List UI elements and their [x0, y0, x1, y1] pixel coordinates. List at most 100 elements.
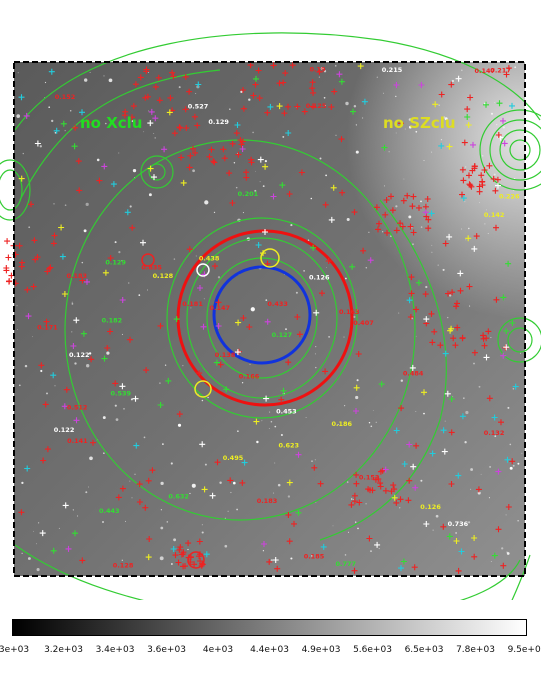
- galaxy-marker: [50, 547, 57, 554]
- colorbar-tick: 4.4e+03: [250, 645, 289, 655]
- star: [86, 364, 90, 368]
- star: [17, 329, 18, 331]
- star: [356, 379, 359, 382]
- galaxy-marker: [129, 114, 135, 121]
- galaxy-marker: [406, 297, 413, 304]
- star: [444, 117, 448, 121]
- star: [160, 481, 164, 486]
- redshift-label: 0.185: [304, 552, 325, 560]
- star: [370, 550, 372, 552]
- star: [274, 425, 277, 428]
- galaxy-marker: [206, 153, 213, 160]
- redshift-label: 0.125: [306, 102, 327, 110]
- galaxy-marker: [28, 201, 34, 208]
- galaxy-marker: [157, 322, 164, 329]
- galaxy-marker: [264, 260, 271, 267]
- redshift-label: 0.217: [490, 67, 511, 75]
- star: [506, 551, 508, 553]
- redshift-label: 0.138: [215, 351, 236, 359]
- galaxy-marker: [466, 283, 473, 290]
- galaxy-marker: [459, 334, 466, 341]
- galaxy-marker: [382, 466, 389, 473]
- galaxy-marker: [509, 102, 515, 109]
- star: [493, 173, 496, 176]
- galaxy-marker: [237, 137, 244, 143]
- galaxy-marker: [361, 98, 368, 105]
- galaxy-marker: [112, 380, 119, 387]
- galaxy-marker: [44, 268, 51, 275]
- star: [464, 441, 467, 444]
- galaxy-marker: [495, 182, 501, 189]
- star: [131, 497, 133, 499]
- galaxy-marker: [186, 246, 193, 253]
- galaxy-marker: [285, 130, 292, 136]
- contour-left-2: [0, 169, 23, 211]
- redshift-labels: 0.217 0.126 0.142 0.147 0.201 0.166 0.152 0.215…: [37, 66, 520, 570]
- star: [265, 299, 268, 301]
- galaxy-marker: [183, 125, 190, 131]
- star: [121, 333, 123, 335]
- galaxy-marker: [393, 82, 400, 88]
- star: [468, 227, 470, 230]
- star: [355, 521, 357, 523]
- galaxy-marker: [274, 565, 281, 572]
- galaxy-marker: [119, 297, 126, 303]
- galaxy-marker: [431, 328, 438, 335]
- star: [27, 557, 31, 560]
- no-szclu-label: no SZclu: [383, 114, 456, 132]
- galaxy-marker: [192, 149, 199, 156]
- galaxy-marker: [107, 255, 114, 261]
- contour-right-low-2: [507, 327, 533, 353]
- galaxy-marker: [42, 401, 49, 408]
- star: [326, 267, 327, 268]
- galaxy-marker: [428, 310, 435, 317]
- star: [494, 102, 496, 103]
- galaxy-marker: [182, 73, 189, 80]
- star: [479, 202, 480, 204]
- redshift-label: 0.443: [99, 507, 120, 515]
- galaxy-marker: [389, 207, 396, 214]
- galaxy-marker: [272, 557, 279, 563]
- redshift-label: 0.127: [272, 331, 293, 339]
- galaxy-marker: [24, 465, 31, 472]
- star: [182, 365, 184, 367]
- galaxy-marker: [503, 71, 510, 78]
- galaxy-marker: [465, 235, 472, 242]
- star: [410, 317, 414, 320]
- star: [365, 503, 367, 505]
- galaxy-marker: [40, 457, 47, 464]
- star: [54, 131, 57, 134]
- galaxy-marker: [353, 408, 359, 414]
- star: [461, 228, 462, 230]
- galaxy-marker: [172, 552, 179, 559]
- star: [506, 552, 510, 555]
- galaxy-marker: [200, 323, 207, 330]
- star: [345, 101, 349, 106]
- galaxy-marker: [356, 499, 363, 506]
- galaxy-marker: [88, 356, 95, 363]
- galaxy-marker: [143, 66, 150, 73]
- galaxy-marker: [446, 233, 453, 240]
- star: [502, 126, 505, 129]
- star: [395, 132, 397, 134]
- galaxy-marker: [221, 155, 228, 162]
- galaxy-marker: [63, 386, 70, 393]
- star: [486, 209, 487, 211]
- galaxy-marker: [295, 451, 302, 458]
- galaxy-marker: [239, 479, 246, 486]
- star: [343, 336, 345, 338]
- star: [442, 116, 446, 119]
- galaxy-marker: [432, 101, 439, 108]
- galaxy-marker: [110, 181, 117, 188]
- star: [147, 72, 149, 73]
- ring-white-1: [196, 263, 210, 277]
- star: [232, 481, 236, 485]
- inner-ring-contour-2: [186, 237, 338, 399]
- galaxy-marker: [503, 328, 510, 334]
- star: [248, 98, 251, 101]
- galaxy-marker: [491, 552, 498, 559]
- star: [242, 212, 244, 214]
- star: [496, 124, 498, 126]
- inner-ring-contour-3: [206, 257, 318, 379]
- star: [353, 105, 357, 108]
